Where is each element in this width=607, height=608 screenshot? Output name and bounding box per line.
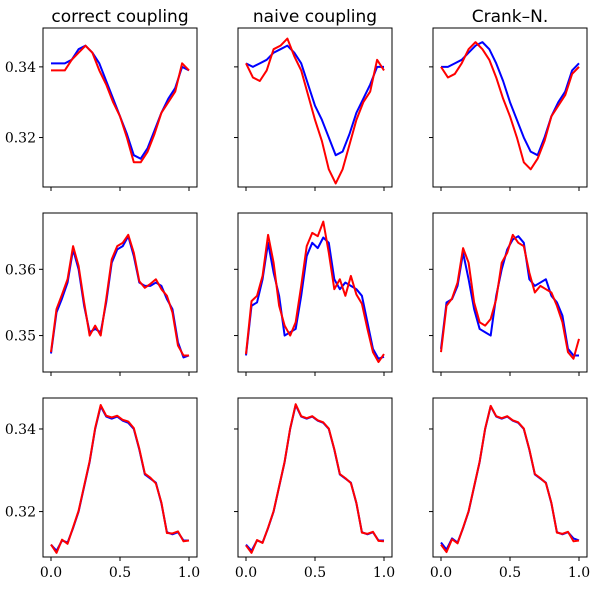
axes-frame: [432, 27, 588, 188]
y-tick-label: 0.34: [5, 60, 36, 76]
y-tick-label: 0.32: [5, 131, 36, 147]
column-title-1: correct coupling: [51, 7, 188, 27]
x-tick-label: 0.5: [304, 565, 326, 581]
x-tick-label: 0.0: [235, 565, 257, 581]
panel-r2-c2: [234, 212, 393, 376]
panel-r2-c3: [429, 212, 588, 376]
x-tick-label: 1.0: [373, 565, 395, 581]
series-line-blue: [245, 236, 385, 360]
series-line-blue: [440, 405, 580, 551]
panel-r3-c2: 0.0 0.5 1.0: [234, 397, 395, 581]
series-line-red: [50, 404, 190, 554]
y-tick-label: 0.32: [5, 505, 36, 521]
y-tick-label: 0.34: [5, 422, 36, 438]
axes-frame: [432, 212, 588, 373]
series-line-blue: [245, 44, 384, 157]
series-line-red: [245, 220, 385, 364]
y-tick-label: 0.35: [5, 329, 36, 345]
series-line-red: [440, 41, 580, 171]
series-line-red: [51, 44, 190, 164]
series-line-red: [245, 403, 385, 554]
panel-r1-c1: 0.32 0.34: [5, 27, 198, 191]
panel-r1-c3: [429, 27, 588, 191]
panel-r3-c3: 0.0 0.5 1.0: [429, 397, 590, 581]
y-tick-label: 0.36: [5, 262, 36, 278]
panel-r2-c1: 0.35 0.36: [5, 212, 198, 376]
x-tick-label: 0.0: [40, 565, 62, 581]
x-tick-label: 0.5: [109, 565, 131, 581]
series-line-blue: [441, 41, 580, 157]
x-tick-label: 1.0: [178, 565, 200, 581]
series-line-red: [440, 233, 580, 360]
series-line-red: [245, 37, 385, 185]
column-title-3: Crank–N.: [472, 7, 549, 27]
axes-frame: [42, 27, 198, 188]
axes-frame: [42, 212, 198, 373]
column-title-2: naive coupling: [253, 7, 377, 27]
axes-frame: [237, 212, 393, 373]
x-tick-label: 1.0: [568, 565, 590, 581]
x-tick-label: 0.5: [499, 565, 521, 581]
panel-r1-c2: [234, 27, 393, 191]
x-tick-label: 0.0: [430, 565, 452, 581]
series-line-red: [50, 233, 189, 357]
series-line-red: [440, 404, 580, 554]
panel-r3-c1: 0.32 0.34 0.0 0.5 1.0: [5, 397, 200, 581]
